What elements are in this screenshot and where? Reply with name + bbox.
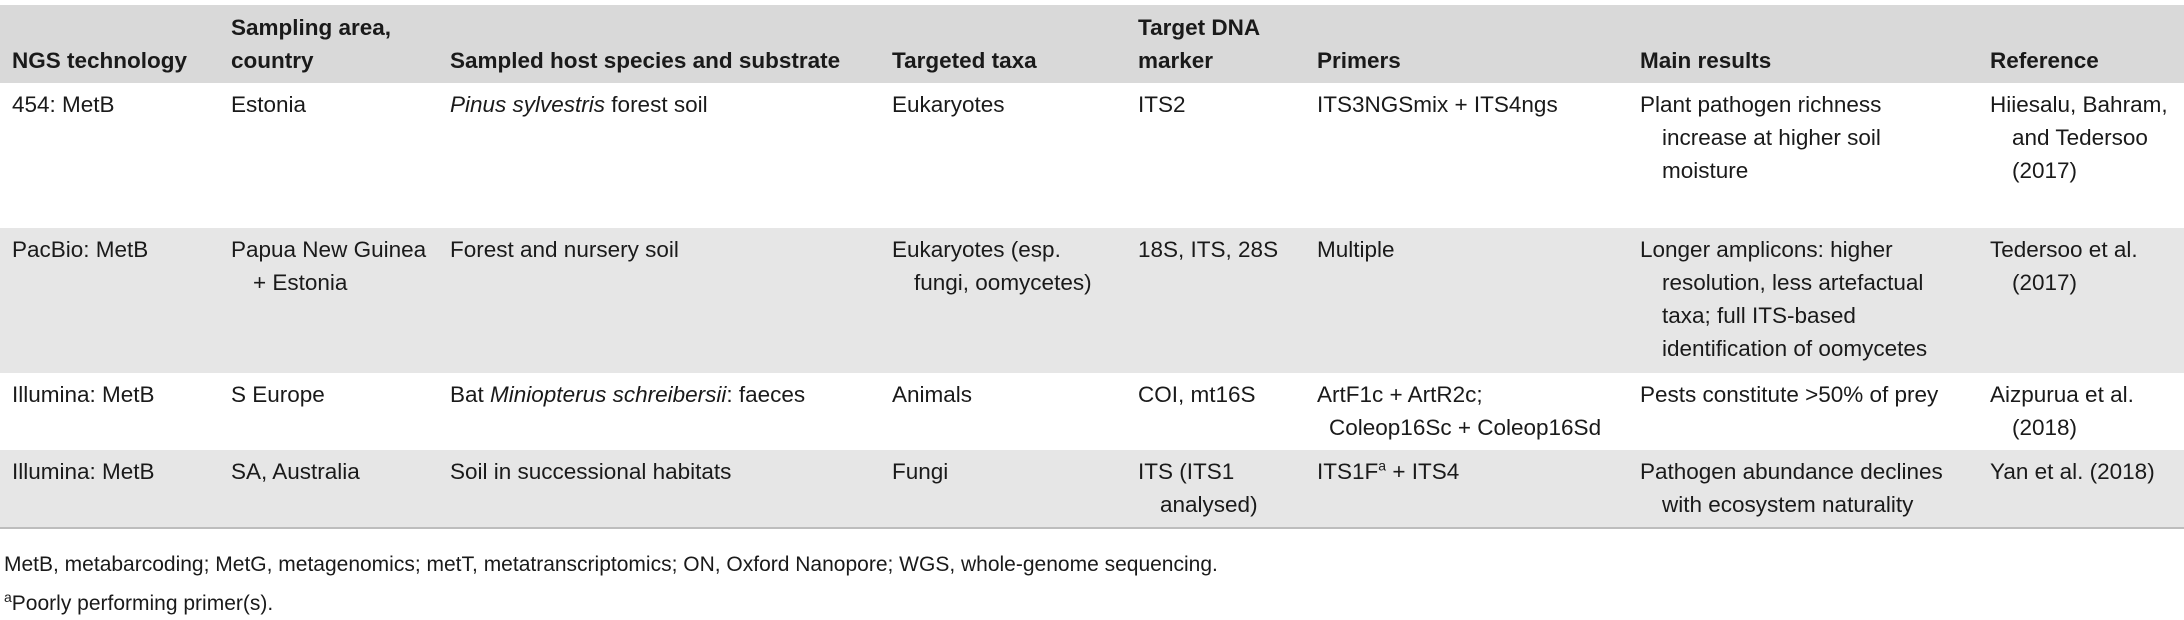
cell-host-species: Miniopterus schreibersii (490, 382, 727, 407)
cell-area: Papua New Guinea + Estonia (219, 228, 438, 373)
cell-results-text: Plant pathogen richness increase at high… (1640, 92, 1882, 183)
cell-ngs: PacBio: MetB (12, 237, 149, 262)
header-targeted-taxa: Targeted taxa (892, 48, 1037, 73)
header-reference: Reference (1990, 48, 2099, 73)
cell-taxa: Eukaryotes (esp. fungi, oomycetes) (880, 228, 1126, 373)
cell-marker-text: ITS (ITS1 analysed) (1138, 459, 1258, 517)
cell-primers: ArtF1c + ArtR2c; Coleop16Sc + Coleop16Sd (1305, 373, 1628, 450)
cell-area: Estonia (219, 83, 438, 228)
header-row: NGS technology Sampling area, country Sam… (0, 5, 2184, 83)
cell-reference: Tedersoo et al. (2017) (1978, 228, 2184, 373)
table-row: Illumina: MetB SA, Australia Soil in suc… (0, 450, 2184, 528)
cell-marker: ITS2 (1126, 83, 1305, 228)
cell-results-text: Pathogen abundance declines with ecosyst… (1640, 459, 1943, 517)
cell-host-species: Pinus sylvestris (450, 92, 606, 117)
cell-host: Forest and nursery soil (450, 237, 679, 262)
cell-primers: Multiple (1317, 237, 1395, 262)
table-row: 454: MetB Estonia Pinus sylvestris fores… (0, 83, 2184, 228)
cell-area: S Europe (231, 382, 325, 407)
footnote-text: Poorly performing primer(s). (11, 592, 274, 615)
cell-area-text: Estonia (231, 92, 307, 117)
cell-ngs: Illumina: MetB (12, 382, 155, 407)
cell-ngs: 454: MetB (12, 92, 115, 117)
cell-primers: ITS3NGSmix + ITS4ngs (1317, 92, 1558, 117)
cell-taxa-text: Eukaryotes (892, 92, 1005, 117)
cell-primers-line1: ArtF1c + ArtR2c; (1317, 382, 1483, 407)
footnote-marker: a (1378, 457, 1387, 474)
cell-results-text: Longer amplicons: higher resolution, les… (1640, 237, 1928, 361)
cell-host: Soil in successional habitats (450, 459, 732, 484)
header-primers: Primers (1317, 48, 1401, 73)
cell-marker: ITS (ITS1 analysed) (1126, 450, 1305, 528)
cell-host-substrate: forest soil (605, 92, 708, 117)
footnote-mark: a (4, 589, 12, 605)
cell-reference: Aizpurua et al. (2018) (1978, 373, 2184, 450)
cell-marker: COI, mt16S (1138, 382, 1256, 407)
header-target-marker-line1: Target DNA (1138, 15, 1261, 40)
cell-reference: Yan et al. (2018) (1990, 459, 2155, 484)
cell-marker-text: ITS2 (1138, 92, 1186, 117)
table-body: 454: MetB Estonia Pinus sylvestris fores… (0, 83, 2184, 528)
header-sampling-area: Sampling area, country (219, 5, 438, 83)
ngs-studies-table: NGS technology Sampling area, country Sam… (0, 5, 2184, 529)
header-ngs-technology: NGS technology (12, 48, 188, 73)
cell-area: SA, Australia (231, 459, 360, 484)
table-notes: MetB, metabarcoding; MetG, metagenomics;… (4, 548, 1218, 620)
cell-primers-post: + ITS4 (1386, 459, 1460, 484)
cell-host: Bat Miniopterus schreibersii: faeces (438, 373, 880, 450)
cell-results: Pests constitute >50% of prey (1640, 382, 1939, 407)
table-header: NGS technology Sampling area, country Sam… (0, 5, 2184, 83)
cell-ngs: Illumina: MetB (12, 459, 155, 484)
cell-host-substrate: : faeces (726, 382, 806, 407)
cell-taxa: Eukaryotes (880, 83, 1126, 228)
cell-primers-pre: ITS1F (1317, 459, 1379, 484)
table-row: Illumina: MetB S Europe Bat Miniopterus … (0, 373, 2184, 450)
cell-primers-line2: Coleop16Sc + Coleop16Sd (1329, 415, 1602, 440)
header-sampling-area-line1: Sampling area, (231, 15, 392, 40)
table-row: PacBio: MetB Papua New Guinea + Estonia … (0, 228, 2184, 373)
cell-taxa: Animals (892, 382, 973, 407)
cell-area-text: Papua New Guinea + Estonia (231, 237, 427, 295)
footnote: aPoorly performing primer(s). (4, 581, 1218, 620)
cell-host: Pinus sylvestris forest soil (438, 83, 880, 228)
cell-results: Longer amplicons: higher resolution, les… (1628, 228, 1978, 373)
header-host-species: Sampled host species and substrate (450, 48, 841, 73)
abbreviations-note: MetB, metabarcoding; MetG, metagenomics;… (4, 553, 1218, 576)
header-sampling-area-line2: country (231, 48, 314, 73)
cell-reference: Hiiesalu, Bahram, and Tedersoo (2017) (1978, 83, 2184, 228)
cell-host-prefix: Bat (450, 382, 491, 407)
cell-reference-text: Hiiesalu, Bahram, and Tedersoo (2017) (1990, 92, 2168, 183)
header-target-marker-line2: marker (1138, 48, 1214, 73)
cell-taxa: Fungi (892, 459, 949, 484)
cell-reference-text: Tedersoo et al. (2017) (1990, 237, 2138, 295)
header-target-marker: Target DNA marker (1126, 5, 1305, 83)
header-main-results: Main results (1640, 48, 1772, 73)
cell-taxa-text: Eukaryotes (esp. fungi, oomycetes) (892, 237, 1092, 295)
cell-reference-text: Aizpurua et al. (2018) (1990, 382, 2134, 440)
cell-marker: 18S, ITS, 28S (1138, 237, 1279, 262)
cell-results: Plant pathogen richness increase at high… (1628, 83, 1978, 228)
cell-results: Pathogen abundance declines with ecosyst… (1628, 450, 1978, 528)
cell-primers: ITS1Fa + ITS4 (1305, 450, 1628, 528)
